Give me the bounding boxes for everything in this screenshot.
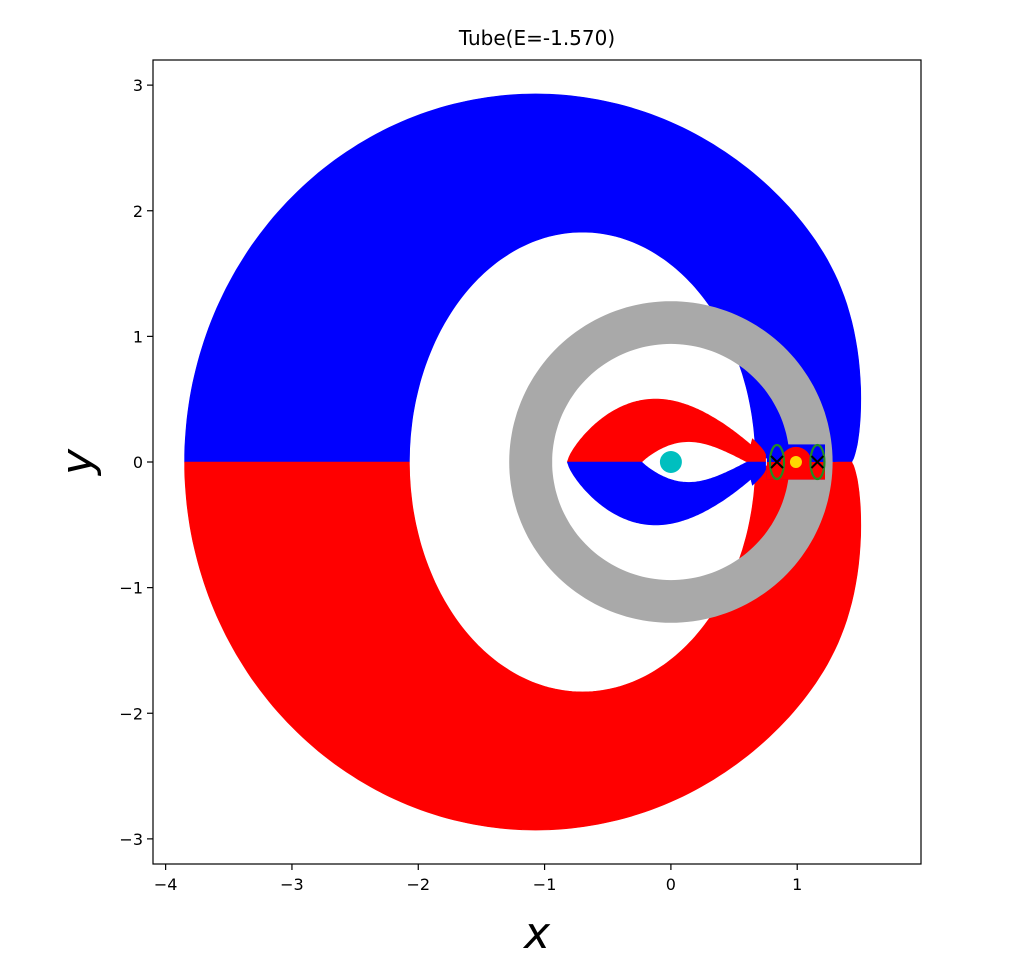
lagrange-ring-l1 xyxy=(768,443,786,481)
chart-title: Tube(E=-1.570) xyxy=(458,26,615,50)
x-tick-label: −1 xyxy=(533,875,557,894)
x-axis-label: x xyxy=(522,908,551,959)
x-tick-label: −2 xyxy=(406,875,430,894)
y-tick-label: 2 xyxy=(133,202,143,221)
plot-area xyxy=(152,59,922,865)
y-tick-label: 1 xyxy=(133,327,143,346)
x-axis: −4 −3 −2 −1 0 1 xyxy=(154,864,802,894)
series-layer xyxy=(184,93,862,831)
y-axis: −3 −2 −1 0 1 2 3 xyxy=(119,76,153,849)
x-tick-label: 0 xyxy=(666,875,676,894)
y-axis-label: y xyxy=(52,448,103,477)
lagrange-point-l2 xyxy=(810,455,825,469)
x-tick-label: 1 xyxy=(792,875,802,894)
y-tick-label: −2 xyxy=(119,704,143,723)
secondary-body-marker xyxy=(789,456,802,468)
y-tick-label: −3 xyxy=(119,830,143,849)
x-tick-label: −3 xyxy=(280,875,304,894)
y-tick-label: 0 xyxy=(133,453,143,472)
primary-body-marker xyxy=(659,451,682,473)
inner-lower-band xyxy=(566,461,766,526)
lagrange-ring-l2 xyxy=(809,443,826,481)
outer-lower-band xyxy=(184,461,862,831)
lagrange-point-l1 xyxy=(770,455,784,469)
x-tick-label: −4 xyxy=(154,875,178,894)
y-tick-label: −1 xyxy=(119,579,143,598)
y-tick-label: 3 xyxy=(133,76,143,95)
